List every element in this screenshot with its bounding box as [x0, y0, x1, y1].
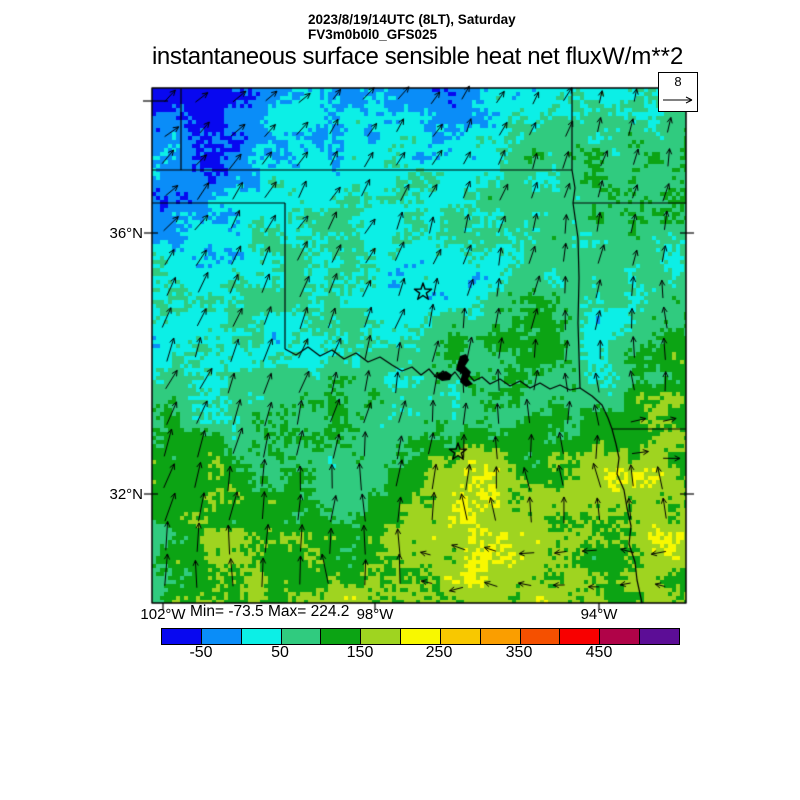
lon-label-98w: 98°W	[356, 606, 394, 623]
header-datetime: 2023/8/19/14UTC (8LT), Saturday	[308, 12, 516, 27]
colorbar-tick-label: 150	[346, 644, 374, 661]
colorbar-segment	[479, 629, 520, 644]
colorbar-segment	[639, 629, 679, 644]
colorbar-tick-label: 50	[271, 644, 289, 661]
colorbar-tick-label: -50	[189, 644, 213, 661]
colorbar-segment	[559, 629, 600, 644]
colorbar-tick-label: 350	[505, 644, 533, 661]
colorbar-segment	[519, 629, 560, 644]
colorbar-segment	[599, 629, 640, 644]
colorbar-segment	[400, 629, 440, 644]
colorbar-segment	[240, 629, 281, 644]
map-canvas	[138, 78, 700, 615]
reference-vector-value: 8	[674, 74, 682, 89]
page-title: instantaneous surface sensible heat net …	[152, 43, 602, 70]
colorbar-tick-label: 450	[585, 644, 613, 661]
colorbar-segment	[439, 629, 480, 644]
reference-arrow-icon	[663, 96, 693, 104]
colorbar-segment	[200, 629, 241, 644]
units-label: W/m**2	[602, 43, 684, 70]
lon-label-102w: 102°W	[140, 606, 186, 623]
reference-vector-box: 8	[658, 72, 698, 112]
minmax-stats: Min= -73.5 Max= 224.2	[190, 603, 350, 620]
header-model-run: FV3m0b0l0_GFS025	[308, 27, 438, 42]
lat-label-32n: 32°N	[109, 486, 143, 503]
colorbar-segment	[320, 629, 361, 644]
lat-label-36n: 36°N	[109, 225, 143, 242]
lon-label-94w: 94°W	[580, 606, 618, 623]
colorbar	[161, 628, 680, 645]
colorbar-segment	[162, 629, 201, 644]
colorbar-segment	[280, 629, 321, 644]
colorbar-tick-label: 250	[425, 644, 453, 661]
colorbar-segment	[360, 629, 401, 644]
